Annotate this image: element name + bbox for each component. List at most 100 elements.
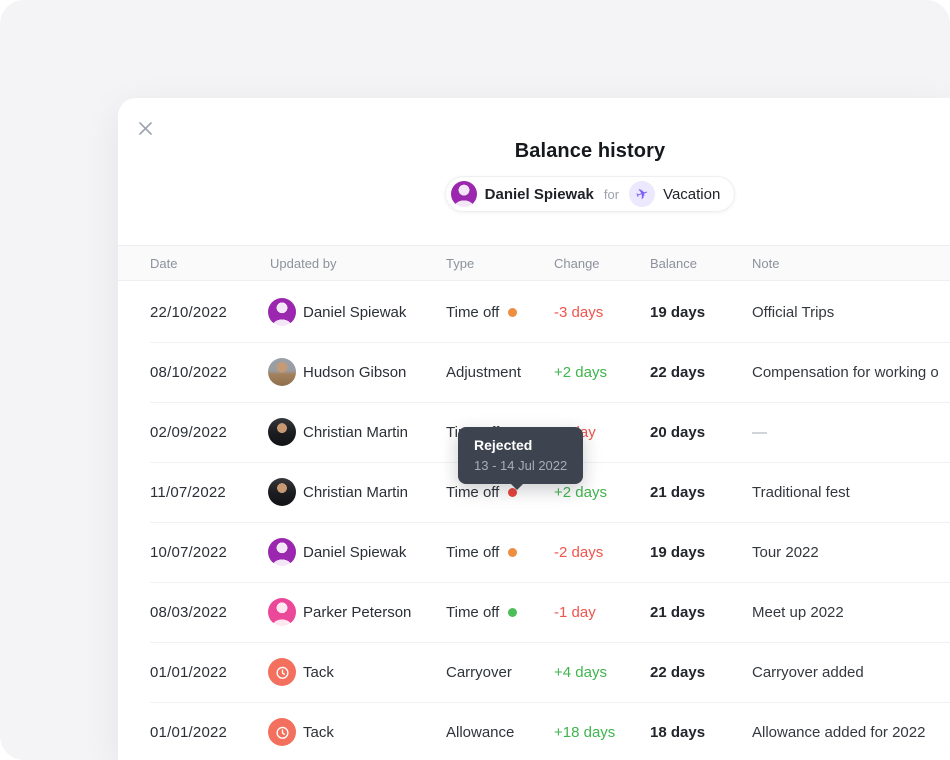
employee-name: Daniel Spiewak: [484, 185, 594, 203]
row-note: Compensation for working o: [752, 363, 939, 381]
connector-label: for: [603, 186, 620, 202]
row-date: 01/01/2022: [150, 723, 228, 741]
table-row: 01/01/2022 Tack Carryover +4 days 22 day…: [118, 642, 950, 702]
row-change: +18 days: [554, 723, 616, 741]
column-header-type: Type: [446, 256, 475, 271]
row-updated-by: Christian Martin: [268, 462, 408, 522]
table-body: 22/10/2022 Daniel Spiewak Time off -3 da…: [118, 282, 950, 760]
row-balance: 20 days: [650, 423, 706, 441]
updater-name: Daniel Spiewak: [303, 543, 407, 561]
row-change: -2 days: [554, 543, 604, 561]
row-note: Meet up 2022: [752, 603, 844, 621]
row-change: -3 days: [554, 303, 604, 321]
updater-name: Parker Peterson: [303, 603, 412, 621]
row-change: -1 day: [554, 603, 596, 621]
row-note: Official Trips: [752, 303, 835, 321]
updater-avatar: [268, 538, 296, 566]
row-date: 22/10/2022: [150, 303, 228, 321]
row-balance: 22 days: [650, 363, 706, 381]
updater-avatar: [268, 658, 296, 686]
status-dot[interactable]: [508, 487, 518, 497]
subject-pill[interactable]: Daniel Spiewak for ✈ Vacation: [444, 176, 736, 212]
row-updated-by: Tack: [268, 702, 334, 760]
row-note: —: [752, 423, 767, 441]
type-label: Time off: [446, 603, 500, 621]
row-type: Time off: [446, 582, 518, 642]
updater-avatar: [268, 598, 296, 626]
column-header-note: Note: [752, 256, 780, 271]
row-type: Time off: [446, 282, 518, 342]
rejected-tooltip: Rejected 13 - 14 Jul 2022: [458, 427, 584, 490]
type-label: Carryover: [446, 663, 512, 681]
close-icon: [138, 121, 152, 135]
table-row: 01/01/2022 Tack Allowance +18 days 18 da…: [118, 702, 950, 760]
row-type: Allowance: [446, 702, 514, 760]
column-header-change: Change: [554, 256, 600, 271]
row-date: 02/09/2022: [150, 423, 228, 441]
updater-avatar: [268, 298, 296, 326]
row-date: 10/07/2022: [150, 543, 228, 561]
row-note: Traditional fest: [752, 483, 850, 501]
row-type: Adjustment: [446, 342, 521, 402]
row-type: Time off: [446, 462, 518, 522]
table-header: Date Updated by Type Change Balance Note: [118, 245, 950, 281]
updater-name: Christian Martin: [303, 483, 409, 501]
page-title: Balance history: [514, 140, 666, 162]
updater-name: Hudson Gibson: [303, 363, 407, 381]
dialog-header: Balance history Daniel Spiewak for ✈ Vac…: [118, 136, 950, 212]
updater-avatar: [268, 718, 296, 746]
row-updated-by: Hudson Gibson: [268, 342, 406, 402]
table-row: 08/03/2022 Parker Peterson Time off -1 d…: [118, 582, 950, 642]
updater-name: Daniel Spiewak: [303, 303, 407, 321]
employee-avatar: [450, 181, 477, 207]
row-balance: 22 days: [650, 663, 706, 681]
type-label: Time off: [446, 543, 500, 561]
row-balance: 19 days: [650, 303, 706, 321]
column-header-date: Date: [150, 256, 178, 271]
clock-icon: [275, 726, 289, 739]
row-balance: 19 days: [650, 543, 706, 561]
tooltip-date-range: 13 - 14 Jul 2022: [474, 458, 568, 473]
updater-name: Christian Martin: [303, 423, 409, 441]
status-dot[interactable]: [508, 307, 518, 317]
row-updated-by: Parker Peterson: [268, 582, 411, 642]
table-row: 10/07/2022 Daniel Spiewak Time off -2 da…: [118, 522, 950, 582]
row-note: Allowance added for 2022: [752, 723, 926, 741]
type-label: Time off: [446, 303, 500, 321]
row-balance: 18 days: [650, 723, 706, 741]
row-type: Time off: [446, 522, 518, 582]
row-change: +2 days: [554, 363, 607, 381]
vacation-policy-badge: ✈: [629, 181, 656, 207]
row-updated-by: Christian Martin: [268, 402, 408, 462]
table-row: 22/10/2022 Daniel Spiewak Time off -3 da…: [118, 282, 950, 342]
type-label: Adjustment: [446, 363, 522, 381]
airplane-icon: ✈: [633, 183, 651, 205]
status-dot[interactable]: [508, 607, 518, 617]
clock-icon: [275, 666, 289, 679]
row-updated-by: Daniel Spiewak: [268, 282, 406, 342]
type-label: Allowance: [446, 723, 515, 741]
updater-avatar: [268, 418, 296, 446]
tooltip-status: Rejected: [474, 437, 533, 453]
updater-name: Tack: [303, 723, 334, 741]
row-balance: 21 days: [650, 483, 706, 501]
row-date: 11/07/2022: [150, 483, 226, 501]
row-note: Tour 2022: [752, 543, 819, 561]
row-change: +2 days: [554, 483, 607, 501]
row-updated-by: Daniel Spiewak: [268, 522, 406, 582]
status-dot[interactable]: [508, 547, 518, 557]
row-date: 08/03/2022: [150, 603, 228, 621]
policy-name: Vacation: [663, 185, 721, 203]
row-note: Carryover added: [752, 663, 864, 681]
row-date: 08/10/2022: [150, 363, 228, 381]
updater-avatar: [268, 478, 296, 506]
close-button[interactable]: [132, 115, 158, 141]
column-header-balance: Balance: [650, 256, 697, 271]
row-balance: 21 days: [650, 603, 706, 621]
table-row: 08/10/2022 Hudson Gibson Adjustment +2 d…: [118, 342, 950, 402]
row-date: 01/01/2022: [150, 663, 228, 681]
type-label: Time off: [446, 483, 500, 501]
row-updated-by: Tack: [268, 642, 334, 702]
column-header-updated-by: Updated by: [270, 256, 337, 271]
